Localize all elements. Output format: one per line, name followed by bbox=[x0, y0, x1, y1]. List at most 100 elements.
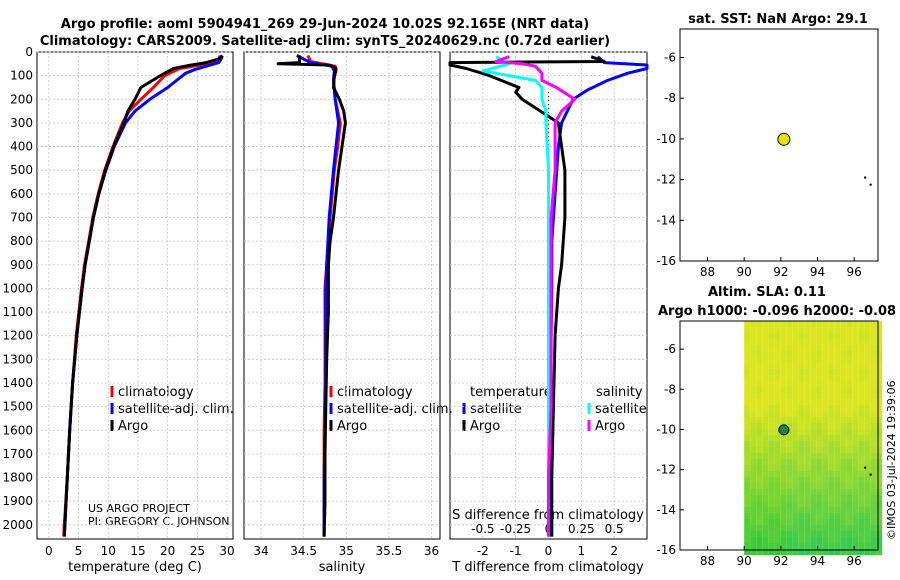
sla-cell bbox=[750, 477, 757, 483]
sla-cell bbox=[804, 399, 811, 405]
sst-map-ytick-label: -8 bbox=[664, 91, 676, 105]
sla-cell bbox=[792, 429, 799, 435]
sla-cell bbox=[786, 459, 793, 465]
sla-cell bbox=[768, 495, 775, 501]
sla-cell bbox=[750, 459, 757, 465]
sla-cell bbox=[804, 477, 811, 483]
sla-cell bbox=[822, 429, 829, 435]
sla-cell bbox=[780, 525, 787, 531]
sla-cell bbox=[792, 321, 799, 327]
sst-map-panel: sat. SST: NaN Argo: 29.1 bbox=[679, 12, 879, 262]
sla-cell bbox=[834, 321, 841, 327]
sla-cell bbox=[828, 507, 835, 513]
sla-cell bbox=[858, 513, 865, 519]
difference-xtick-label: 1 bbox=[578, 544, 586, 558]
sla-cell bbox=[834, 369, 841, 375]
sla-cell bbox=[846, 465, 853, 471]
sla-cell bbox=[744, 471, 751, 477]
sla-cell bbox=[810, 471, 817, 477]
sla-cell bbox=[840, 459, 847, 465]
sla-map-ytick-label: -16 bbox=[656, 543, 676, 557]
sla-cell bbox=[870, 453, 877, 459]
sla-cell bbox=[756, 471, 763, 477]
sla-cell bbox=[774, 369, 781, 375]
sla-cell bbox=[822, 369, 829, 375]
sla-cell bbox=[870, 363, 877, 369]
sla-cell bbox=[768, 423, 775, 429]
sla-cell bbox=[834, 333, 841, 339]
sla-cell bbox=[774, 387, 781, 393]
sla-cell bbox=[876, 453, 883, 459]
sla-cell bbox=[870, 489, 877, 495]
sla-cell bbox=[834, 459, 841, 465]
sla-cell bbox=[816, 363, 823, 369]
legend2-label-argo: Argo bbox=[337, 419, 367, 434]
sla-cell bbox=[852, 357, 859, 363]
sla-cell bbox=[834, 471, 841, 477]
sla-cell bbox=[840, 489, 847, 495]
sla-cell bbox=[876, 411, 883, 417]
sla-cell bbox=[810, 453, 817, 459]
sla-cell bbox=[864, 429, 871, 435]
legend-difference-panel: temperature salinity satellite Argo sate… bbox=[462, 385, 647, 434]
sla-cell bbox=[864, 483, 871, 489]
sla-cell bbox=[798, 339, 805, 345]
sla-cell bbox=[792, 417, 799, 423]
sla-cell bbox=[810, 465, 817, 471]
sla-cell bbox=[786, 399, 793, 405]
sst-map-xtick-label: 92 bbox=[773, 265, 788, 279]
sla-cell bbox=[828, 525, 835, 531]
sla-cell bbox=[846, 369, 853, 375]
difference-xtick-label: 0 bbox=[545, 544, 553, 558]
sla-cell bbox=[792, 477, 799, 483]
sla-cell bbox=[810, 495, 817, 501]
sla-cell bbox=[834, 519, 841, 525]
sla-cell bbox=[870, 357, 877, 363]
sla-map-xtick-label: 90 bbox=[737, 554, 752, 568]
sla-cell bbox=[804, 549, 811, 555]
sla-cell bbox=[744, 483, 751, 489]
sla-cell bbox=[744, 465, 751, 471]
sla-cell bbox=[762, 543, 769, 549]
sla-cell bbox=[840, 405, 847, 411]
sla-cell bbox=[852, 405, 859, 411]
sla-cell bbox=[864, 321, 871, 327]
sla-cell bbox=[804, 411, 811, 417]
sla-cell bbox=[762, 537, 769, 543]
sla-map-ytick-label: -14 bbox=[656, 503, 676, 517]
sla-cell bbox=[774, 333, 781, 339]
sla-cell bbox=[780, 483, 787, 489]
legend3-salinity-heading: salinity bbox=[596, 385, 643, 400]
sla-cell bbox=[744, 327, 751, 333]
sla-cell bbox=[876, 441, 883, 447]
sla-cell bbox=[786, 411, 793, 417]
imos-stamp: ©IMOS 03-Jul-2024 19:39:06 bbox=[885, 380, 898, 540]
sla-cell bbox=[762, 441, 769, 447]
sla-cell bbox=[870, 549, 877, 555]
sla-cell bbox=[762, 525, 769, 531]
sla-cell bbox=[852, 471, 859, 477]
sla-cell bbox=[756, 351, 763, 357]
sla-cell bbox=[786, 321, 793, 327]
sla-cell bbox=[846, 501, 853, 507]
sla-cell bbox=[834, 447, 841, 453]
depth-tick-label: 600 bbox=[10, 187, 33, 201]
sst-map-xtick-label: 94 bbox=[810, 265, 825, 279]
sla-cell bbox=[804, 423, 811, 429]
salinity-panel: salinity bbox=[243, 51, 441, 575]
sla-cell bbox=[744, 363, 751, 369]
sla-cell bbox=[756, 399, 763, 405]
sla-map-frame bbox=[679, 320, 879, 551]
sla-cell bbox=[750, 489, 757, 495]
sla-cell bbox=[768, 477, 775, 483]
legend2-label-satellite: satellite-adj. clim. bbox=[337, 402, 453, 417]
sla-cell bbox=[762, 393, 769, 399]
temperature-xtick-label: 15 bbox=[130, 544, 145, 558]
sla-cell bbox=[780, 363, 787, 369]
sla-cell bbox=[864, 543, 871, 549]
sla-cell bbox=[852, 429, 859, 435]
sla-cell bbox=[840, 495, 847, 501]
sla-cell bbox=[858, 363, 865, 369]
sla-cell bbox=[750, 411, 757, 417]
sla-cell bbox=[780, 393, 787, 399]
